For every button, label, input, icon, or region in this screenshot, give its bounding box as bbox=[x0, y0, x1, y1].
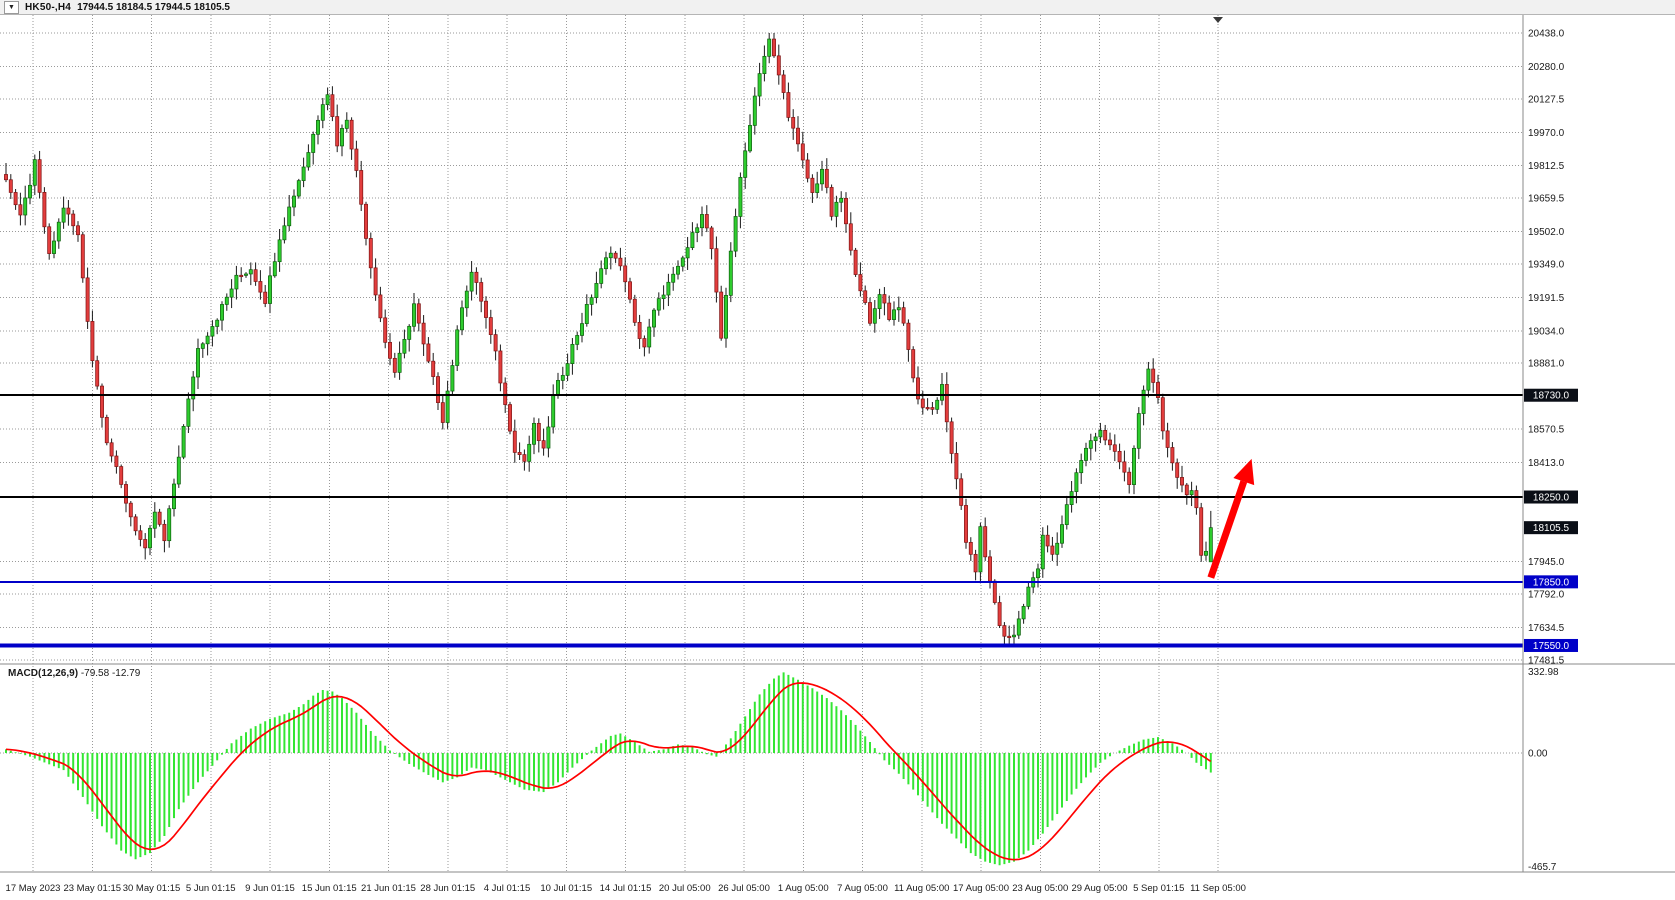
macd-signal-value: -12.79 bbox=[111, 668, 141, 679]
svg-text:20 Jul 05:00: 20 Jul 05:00 bbox=[659, 883, 711, 894]
svg-text:20280.0: 20280.0 bbox=[1528, 62, 1565, 73]
svg-text:19191.5: 19191.5 bbox=[1528, 293, 1565, 304]
svg-text:23 May 01:15: 23 May 01:15 bbox=[63, 883, 121, 894]
svg-text:5 Sep 01:15: 5 Sep 01:15 bbox=[1133, 883, 1184, 894]
svg-text:18730.0: 18730.0 bbox=[1533, 391, 1570, 402]
svg-text:11 Sep 05:00: 11 Sep 05:00 bbox=[1190, 883, 1246, 894]
svg-text:17481.5: 17481.5 bbox=[1528, 656, 1565, 667]
chevron-down-icon: ▼ bbox=[8, 3, 15, 11]
svg-text:7 Aug 05:00: 7 Aug 05:00 bbox=[837, 883, 888, 894]
svg-text:18413.0: 18413.0 bbox=[1528, 458, 1565, 469]
macd-pane bbox=[5, 672, 1212, 866]
svg-text:17550.0: 17550.0 bbox=[1533, 641, 1570, 652]
frame-layer bbox=[0, 15, 1675, 873]
price-tag[interactable]: 18105.5 bbox=[1524, 521, 1578, 535]
svg-text:18250.0: 18250.0 bbox=[1533, 493, 1570, 504]
svg-text:1 Aug 05:00: 1 Aug 05:00 bbox=[778, 883, 829, 894]
macd-indicator-label: MACD(12,26,9) -79.58 -12.79 bbox=[8, 668, 140, 679]
hlines-layer[interactable] bbox=[0, 394, 1523, 648]
price-tag[interactable]: 18250.0 bbox=[1524, 490, 1578, 504]
svg-text:17945.0: 17945.0 bbox=[1528, 557, 1565, 568]
candles-layer bbox=[4, 33, 1213, 645]
macd-signal-line bbox=[5, 682, 1212, 861]
svg-text:19349.0: 19349.0 bbox=[1528, 259, 1565, 270]
svg-text:19034.0: 19034.0 bbox=[1528, 326, 1565, 337]
svg-text:19812.5: 19812.5 bbox=[1528, 161, 1565, 172]
svg-text:18105.5: 18105.5 bbox=[1533, 523, 1570, 534]
macd-value: -79.58 bbox=[80, 668, 110, 679]
svg-text:19970.0: 19970.0 bbox=[1528, 128, 1565, 139]
chart-header: ▼ HK50-,H4 17944.5 18184.5 17944.5 18105… bbox=[0, 0, 1675, 15]
arrow-annotation[interactable] bbox=[1207, 458, 1255, 579]
svg-text:20127.5: 20127.5 bbox=[1528, 94, 1565, 105]
svg-text:4 Jul 01:15: 4 Jul 01:15 bbox=[484, 883, 530, 894]
svg-text:29 Aug 05:00: 29 Aug 05:00 bbox=[1072, 883, 1128, 894]
svg-text:21 Jun 01:15: 21 Jun 01:15 bbox=[361, 883, 416, 894]
svg-text:20438.0: 20438.0 bbox=[1528, 29, 1565, 40]
chart-shift-marker-icon bbox=[1213, 17, 1223, 23]
svg-text:23 Aug 05:00: 23 Aug 05:00 bbox=[1012, 883, 1068, 894]
svg-text:14 Jul 01:15: 14 Jul 01:15 bbox=[600, 883, 652, 894]
time-axis: 17 May 2023 23 May 01:15 30 May 01:15 5 Jun… bbox=[6, 883, 1246, 894]
svg-text:18570.5: 18570.5 bbox=[1528, 425, 1565, 436]
svg-text:18881.0: 18881.0 bbox=[1528, 359, 1565, 370]
svg-text:11 Aug 05:00: 11 Aug 05:00 bbox=[894, 883, 949, 894]
svg-text:5 Jun 01:15: 5 Jun 01:15 bbox=[186, 883, 236, 894]
grid-layer bbox=[0, 15, 1523, 872]
price-tag[interactable]: 17850.0 bbox=[1524, 575, 1578, 589]
svg-text:17 May 2023: 17 May 2023 bbox=[6, 883, 61, 894]
svg-text:28 Jun 01:15: 28 Jun 01:15 bbox=[420, 883, 475, 894]
svg-text:10 Jul 01:15: 10 Jul 01:15 bbox=[540, 883, 592, 894]
svg-text:26 Jul 05:00: 26 Jul 05:00 bbox=[718, 883, 770, 894]
macd-name: MACD(12,26,9) bbox=[8, 668, 79, 679]
ohlc-quote: 17944.5 18184.5 17944.5 18105.5 bbox=[77, 1, 230, 13]
svg-text:332.98: 332.98 bbox=[1528, 667, 1559, 678]
svg-text:-465.7: -465.7 bbox=[1528, 862, 1557, 873]
svg-text:19502.0: 19502.0 bbox=[1528, 227, 1565, 238]
svg-text:0.00: 0.00 bbox=[1528, 749, 1548, 760]
symbol-dropdown-button[interactable]: ▼ bbox=[4, 0, 19, 14]
svg-text:17792.0: 17792.0 bbox=[1528, 590, 1565, 601]
svg-text:15 Jun 01:15: 15 Jun 01:15 bbox=[302, 883, 357, 894]
symbol-period-label: HK50-,H4 bbox=[25, 1, 72, 13]
svg-text:17850.0: 17850.0 bbox=[1533, 577, 1570, 588]
price-tag[interactable]: 17550.0 bbox=[1524, 638, 1578, 652]
svg-text:9 Jun 01:15: 9 Jun 01:15 bbox=[245, 883, 295, 894]
svg-text:30 May 01:15: 30 May 01:15 bbox=[123, 883, 181, 894]
svg-text:17634.5: 17634.5 bbox=[1528, 623, 1565, 634]
svg-text:19659.5: 19659.5 bbox=[1528, 194, 1565, 205]
price-axis: 20438.0 20280.0 20127.5 19970.0 19812.5 19659… bbox=[1524, 29, 1578, 873]
svg-text:17 Aug 05:00: 17 Aug 05:00 bbox=[953, 883, 1009, 894]
price-tag[interactable]: 18730.0 bbox=[1524, 388, 1578, 402]
